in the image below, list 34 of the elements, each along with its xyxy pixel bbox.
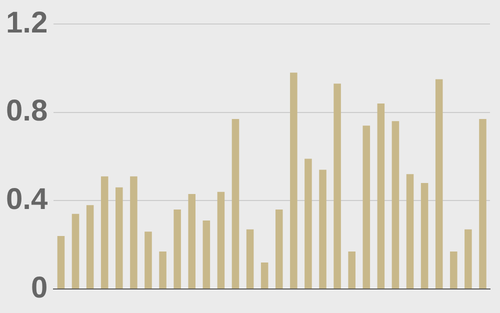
bar (435, 79, 443, 288)
bar (144, 232, 152, 288)
bar (86, 205, 94, 288)
bar (232, 118, 240, 288)
bar (334, 84, 341, 288)
bar (217, 192, 225, 288)
bar (72, 214, 80, 288)
bar (116, 187, 123, 288)
bar (174, 210, 181, 288)
bar (377, 104, 385, 288)
bar (130, 176, 138, 288)
bar (57, 236, 65, 288)
y-tick-label: 1.2 (6, 6, 48, 40)
bar (406, 174, 414, 288)
bar (246, 229, 254, 288)
bar (362, 126, 370, 288)
bar (464, 229, 472, 288)
y-tick-label: 0.4 (6, 182, 48, 216)
bar (348, 251, 356, 288)
y-tick-label: 0 (31, 271, 48, 304)
y-tick-label: 0.8 (6, 94, 48, 128)
bar (420, 183, 428, 288)
bar (188, 194, 196, 288)
bar (260, 262, 268, 288)
bar (392, 121, 400, 288)
bar (319, 170, 326, 288)
bar (275, 210, 283, 288)
bar (290, 72, 298, 288)
bar (100, 176, 108, 288)
bar (479, 118, 486, 288)
bar (159, 251, 166, 288)
bar (202, 220, 210, 288)
bar (304, 158, 312, 288)
bar (450, 251, 458, 288)
